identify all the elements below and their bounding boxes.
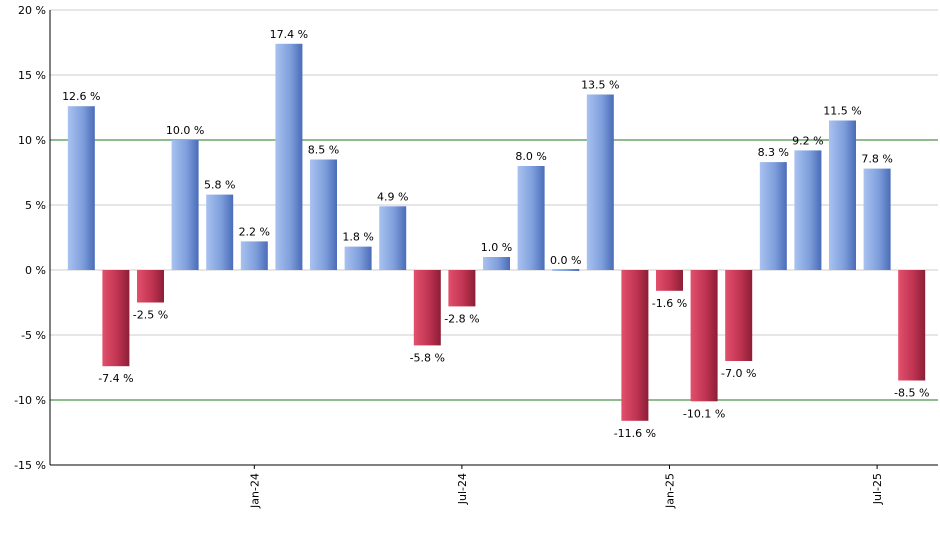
positive-bar: [863, 168, 891, 270]
bar-value-label: 10.0 %: [166, 124, 204, 137]
positive-bar: [829, 120, 856, 270]
bar-value-label: -2.5 %: [133, 309, 168, 322]
negative-bar: [102, 270, 130, 367]
axis-layer: 20 % 15 % 10 % 5 % 0 % -5 % -10 % -15 % Jan-24 Ju…: [14, 4, 938, 509]
bar-value-label: 5.8 %: [204, 179, 235, 192]
bar-value-label: 7.8 %: [861, 153, 892, 166]
negative-bar: [621, 270, 649, 421]
positive-bar: [240, 241, 268, 270]
y-tick-label: 5 %: [25, 199, 46, 212]
bar-value-label: 1.0 %: [481, 241, 512, 254]
negative-bar: [656, 270, 683, 291]
bar-value-label: 4.9 %: [377, 190, 408, 203]
y-tick-label: 0 %: [25, 264, 46, 277]
x-tick-label: Jul-25: [871, 473, 884, 505]
positive-bar: [759, 162, 787, 270]
bar-value-label: 13.5 %: [581, 79, 619, 92]
x-tick-label: Jan-24: [248, 473, 261, 509]
positive-bar: [586, 94, 614, 270]
bar-value-label: -5.8 %: [410, 351, 445, 364]
x-tick-label: Jul-24: [456, 473, 469, 505]
positive-bar: [794, 150, 822, 270]
y-tick-label: 15 %: [18, 69, 46, 82]
bar-value-label: 1.8 %: [342, 231, 373, 244]
label-layer: 12.6 % -7.4 % -2.5 % 10.0 % 5.8 % 2.2 % 17.4 %…: [62, 28, 929, 440]
positive-bar: [206, 194, 234, 270]
positive-bar: [310, 159, 337, 270]
negative-bar: [690, 270, 718, 402]
bar-value-label: -7.0 %: [721, 367, 756, 380]
bar-value-label: 17.4 %: [270, 28, 308, 41]
positive-bar: [171, 140, 199, 270]
positive-bar: [483, 257, 510, 270]
bar-value-label: -10.1 %: [683, 407, 725, 420]
positive-bar: [517, 166, 545, 270]
bar-value-label: 11.5 %: [823, 105, 861, 118]
bar-value-label: 0.0 %: [550, 254, 581, 267]
negative-bar: [725, 270, 753, 361]
positive-bar: [275, 43, 303, 270]
bar-value-label: 8.5 %: [308, 144, 339, 157]
negative-bar: [448, 270, 476, 307]
bar-layer: [67, 43, 926, 421]
negative-bar: [413, 270, 441, 346]
positive-bar: [344, 246, 372, 270]
bar-value-label: 8.0 %: [515, 150, 546, 163]
y-tick-label: -15 %: [14, 459, 46, 472]
positive-bar: [379, 206, 407, 270]
bar-value-label: -7.4 %: [98, 372, 133, 385]
y-tick-label: 20 %: [18, 4, 46, 17]
bar-value-label: 2.2 %: [239, 225, 270, 238]
bar-value-label: 8.3 %: [758, 146, 789, 159]
bar-value-label: 12.6 %: [62, 90, 100, 103]
positive-bar: [67, 106, 95, 270]
bar-value-label: -8.5 %: [894, 387, 929, 400]
y-tick-label: -5 %: [21, 329, 46, 342]
y-tick-label: -10 %: [14, 394, 46, 407]
x-tick-label: Jan-25: [664, 473, 677, 509]
negative-bar: [898, 270, 926, 381]
positive-bar: [552, 269, 580, 271]
bar-value-label: -1.6 %: [652, 297, 687, 310]
bar-value-label: -2.8 %: [444, 312, 479, 325]
negative-bar: [137, 270, 164, 303]
y-tick-label: 10 %: [18, 134, 46, 147]
bar-value-label: 9.2 %: [792, 134, 823, 147]
bar-value-label: -11.6 %: [614, 427, 656, 440]
